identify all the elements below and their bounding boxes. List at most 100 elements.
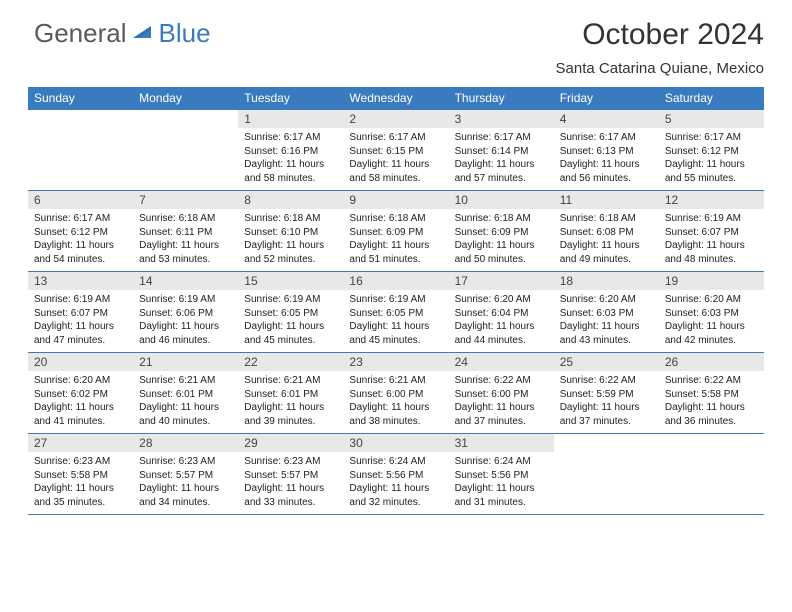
calendar-cell-empty <box>659 434 764 515</box>
calendar-cell: 16Sunrise: 6:19 AMSunset: 6:05 PMDayligh… <box>343 272 448 353</box>
calendar-row: 1Sunrise: 6:17 AMSunset: 6:16 PMDaylight… <box>28 110 764 191</box>
day-data: Sunrise: 6:17 AMSunset: 6:13 PMDaylight:… <box>554 128 659 189</box>
calendar-cell: 11Sunrise: 6:18 AMSunset: 6:08 PMDayligh… <box>554 191 659 272</box>
calendar-cell: 31Sunrise: 6:24 AMSunset: 5:56 PMDayligh… <box>449 434 554 515</box>
calendar-cell: 30Sunrise: 6:24 AMSunset: 5:56 PMDayligh… <box>343 434 448 515</box>
day-number: 20 <box>28 353 133 371</box>
calendar-row: 20Sunrise: 6:20 AMSunset: 6:02 PMDayligh… <box>28 353 764 434</box>
day-data: Sunrise: 6:22 AMSunset: 6:00 PMDaylight:… <box>449 371 554 432</box>
day-number: 21 <box>133 353 238 371</box>
calendar-cell: 22Sunrise: 6:21 AMSunset: 6:01 PMDayligh… <box>238 353 343 434</box>
day-number: 8 <box>238 191 343 209</box>
calendar-cell: 25Sunrise: 6:22 AMSunset: 5:59 PMDayligh… <box>554 353 659 434</box>
day-number: 15 <box>238 272 343 290</box>
day-number: 6 <box>28 191 133 209</box>
day-data: Sunrise: 6:18 AMSunset: 6:11 PMDaylight:… <box>133 209 238 270</box>
day-data: Sunrise: 6:21 AMSunset: 6:01 PMDaylight:… <box>238 371 343 432</box>
day-number: 10 <box>449 191 554 209</box>
weekday-header: Tuesday <box>238 87 343 110</box>
day-data: Sunrise: 6:24 AMSunset: 5:56 PMDaylight:… <box>449 452 554 513</box>
day-number: 23 <box>343 353 448 371</box>
calendar-cell: 1Sunrise: 6:17 AMSunset: 6:16 PMDaylight… <box>238 110 343 191</box>
weekday-header: Thursday <box>449 87 554 110</box>
day-number: 29 <box>238 434 343 452</box>
day-data: Sunrise: 6:22 AMSunset: 5:58 PMDaylight:… <box>659 371 764 432</box>
day-number: 9 <box>343 191 448 209</box>
calendar-table: SundayMondayTuesdayWednesdayThursdayFrid… <box>28 87 764 515</box>
day-data: Sunrise: 6:21 AMSunset: 6:01 PMDaylight:… <box>133 371 238 432</box>
day-data: Sunrise: 6:20 AMSunset: 6:03 PMDaylight:… <box>659 290 764 351</box>
calendar-head: SundayMondayTuesdayWednesdayThursdayFrid… <box>28 87 764 110</box>
day-data: Sunrise: 6:23 AMSunset: 5:58 PMDaylight:… <box>28 452 133 513</box>
day-data: Sunrise: 6:19 AMSunset: 6:07 PMDaylight:… <box>659 209 764 270</box>
day-number: 25 <box>554 353 659 371</box>
day-data: Sunrise: 6:17 AMSunset: 6:12 PMDaylight:… <box>659 128 764 189</box>
day-data: Sunrise: 6:20 AMSunset: 6:04 PMDaylight:… <box>449 290 554 351</box>
day-data: Sunrise: 6:18 AMSunset: 6:10 PMDaylight:… <box>238 209 343 270</box>
day-data: Sunrise: 6:19 AMSunset: 6:05 PMDaylight:… <box>343 290 448 351</box>
calendar-cell: 2Sunrise: 6:17 AMSunset: 6:15 PMDaylight… <box>343 110 448 191</box>
header: General Blue October 2024 Santa Catarina… <box>28 18 764 77</box>
day-data: Sunrise: 6:18 AMSunset: 6:09 PMDaylight:… <box>343 209 448 270</box>
calendar-cell: 24Sunrise: 6:22 AMSunset: 6:00 PMDayligh… <box>449 353 554 434</box>
calendar-cell: 21Sunrise: 6:21 AMSunset: 6:01 PMDayligh… <box>133 353 238 434</box>
calendar-cell: 20Sunrise: 6:20 AMSunset: 6:02 PMDayligh… <box>28 353 133 434</box>
weekday-header: Friday <box>554 87 659 110</box>
calendar-cell: 23Sunrise: 6:21 AMSunset: 6:00 PMDayligh… <box>343 353 448 434</box>
day-number: 16 <box>343 272 448 290</box>
day-data: Sunrise: 6:19 AMSunset: 6:06 PMDaylight:… <box>133 290 238 351</box>
day-number: 28 <box>133 434 238 452</box>
calendar-cell: 13Sunrise: 6:19 AMSunset: 6:07 PMDayligh… <box>28 272 133 353</box>
calendar-cell: 19Sunrise: 6:20 AMSunset: 6:03 PMDayligh… <box>659 272 764 353</box>
day-number: 13 <box>28 272 133 290</box>
day-data: Sunrise: 6:20 AMSunset: 6:02 PMDaylight:… <box>28 371 133 432</box>
day-number: 3 <box>449 110 554 128</box>
day-data: Sunrise: 6:24 AMSunset: 5:56 PMDaylight:… <box>343 452 448 513</box>
calendar-cell: 6Sunrise: 6:17 AMSunset: 6:12 PMDaylight… <box>28 191 133 272</box>
calendar-cell: 17Sunrise: 6:20 AMSunset: 6:04 PMDayligh… <box>449 272 554 353</box>
day-data: Sunrise: 6:21 AMSunset: 6:00 PMDaylight:… <box>343 371 448 432</box>
weekday-header: Sunday <box>28 87 133 110</box>
logo-icon <box>133 18 155 49</box>
day-number: 18 <box>554 272 659 290</box>
day-number: 17 <box>449 272 554 290</box>
calendar-row: 27Sunrise: 6:23 AMSunset: 5:58 PMDayligh… <box>28 434 764 515</box>
calendar-cell: 28Sunrise: 6:23 AMSunset: 5:57 PMDayligh… <box>133 434 238 515</box>
calendar-cell-empty <box>554 434 659 515</box>
day-data: Sunrise: 6:17 AMSunset: 6:14 PMDaylight:… <box>449 128 554 189</box>
calendar-body: 1Sunrise: 6:17 AMSunset: 6:16 PMDaylight… <box>28 110 764 515</box>
day-number: 31 <box>449 434 554 452</box>
day-number: 14 <box>133 272 238 290</box>
logo-text-2: Blue <box>159 18 211 49</box>
day-number: 26 <box>659 353 764 371</box>
day-number: 1 <box>238 110 343 128</box>
calendar-cell: 9Sunrise: 6:18 AMSunset: 6:09 PMDaylight… <box>343 191 448 272</box>
weekday-header: Wednesday <box>343 87 448 110</box>
weekday-header: Monday <box>133 87 238 110</box>
calendar-page: General Blue October 2024 Santa Catarina… <box>0 0 792 533</box>
calendar-cell: 26Sunrise: 6:22 AMSunset: 5:58 PMDayligh… <box>659 353 764 434</box>
title-block: October 2024 Santa Catarina Quiane, Mexi… <box>556 18 764 77</box>
calendar-cell: 8Sunrise: 6:18 AMSunset: 6:10 PMDaylight… <box>238 191 343 272</box>
day-data: Sunrise: 6:18 AMSunset: 6:09 PMDaylight:… <box>449 209 554 270</box>
day-number: 4 <box>554 110 659 128</box>
day-number: 22 <box>238 353 343 371</box>
day-number: 2 <box>343 110 448 128</box>
day-number: 7 <box>133 191 238 209</box>
day-number: 30 <box>343 434 448 452</box>
day-number: 12 <box>659 191 764 209</box>
calendar-cell: 18Sunrise: 6:20 AMSunset: 6:03 PMDayligh… <box>554 272 659 353</box>
calendar-cell: 4Sunrise: 6:17 AMSunset: 6:13 PMDaylight… <box>554 110 659 191</box>
day-data: Sunrise: 6:17 AMSunset: 6:12 PMDaylight:… <box>28 209 133 270</box>
calendar-cell: 5Sunrise: 6:17 AMSunset: 6:12 PMDaylight… <box>659 110 764 191</box>
calendar-cell-empty <box>133 110 238 191</box>
day-number: 27 <box>28 434 133 452</box>
logo: General Blue <box>28 18 211 49</box>
day-number: 11 <box>554 191 659 209</box>
day-data: Sunrise: 6:23 AMSunset: 5:57 PMDaylight:… <box>238 452 343 513</box>
calendar-cell: 10Sunrise: 6:18 AMSunset: 6:09 PMDayligh… <box>449 191 554 272</box>
calendar-cell: 7Sunrise: 6:18 AMSunset: 6:11 PMDaylight… <box>133 191 238 272</box>
day-data: Sunrise: 6:20 AMSunset: 6:03 PMDaylight:… <box>554 290 659 351</box>
day-data: Sunrise: 6:23 AMSunset: 5:57 PMDaylight:… <box>133 452 238 513</box>
calendar-cell: 12Sunrise: 6:19 AMSunset: 6:07 PMDayligh… <box>659 191 764 272</box>
